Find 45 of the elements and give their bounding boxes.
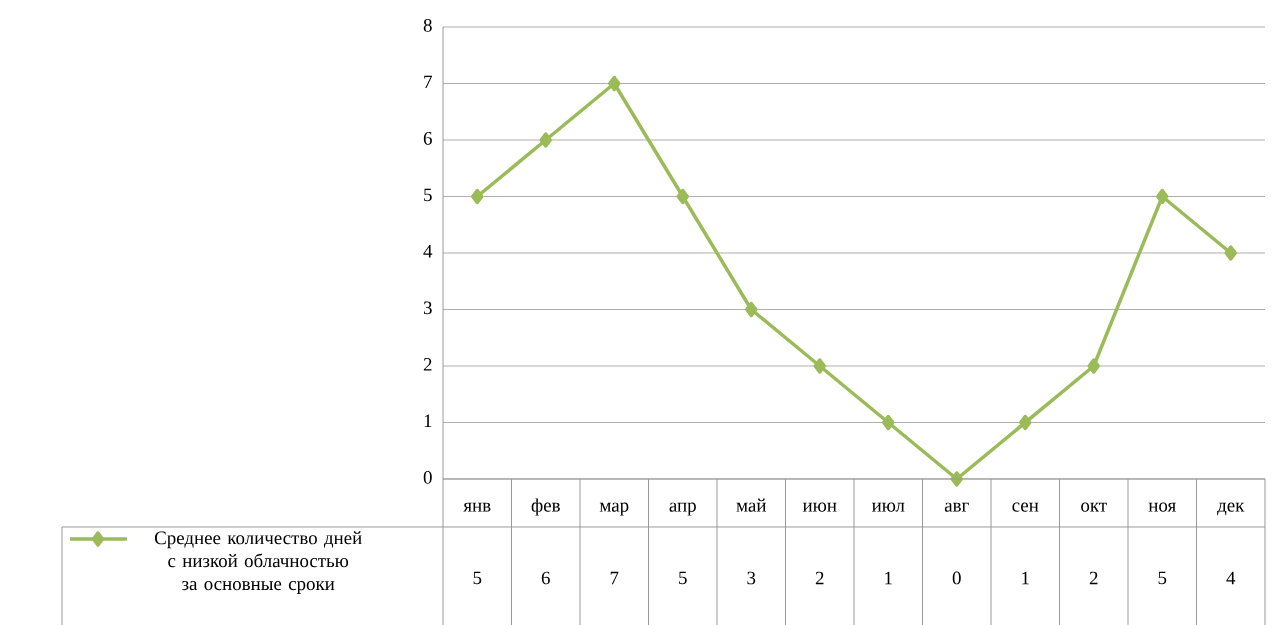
x-tick-label: янв: [463, 502, 491, 512]
y-tick-label: 0: [423, 470, 432, 484]
y-tick-label: 7: [424, 75, 432, 89]
x-tick-label: июл: [871, 502, 905, 512]
x-tick-label: фев: [531, 498, 560, 516]
data-label: 0: [952, 571, 961, 585]
x-tick-label: мар: [599, 502, 629, 516]
data-label: 5: [473, 571, 482, 585]
y-tick-label: 5: [424, 188, 432, 202]
y-tick-label: 2: [423, 358, 432, 371]
y-tick-label: 3: [423, 301, 432, 315]
point: [1019, 414, 1032, 431]
x-tick-label: апр: [669, 502, 696, 516]
x-tick-label: авг: [944, 502, 969, 512]
point: [676, 188, 690, 205]
point: [1087, 358, 1101, 374]
point: [813, 358, 827, 374]
data-label: 3: [747, 571, 756, 585]
data-label: 5: [679, 571, 687, 585]
legend-label: Среднее количество дней с низкой облачностью за основные сроки: [154, 531, 362, 594]
y-tick-label: 8: [423, 19, 432, 32]
data-label: 2: [1089, 571, 1098, 585]
x-tick-label: сен: [1012, 502, 1039, 512]
point: [1156, 188, 1169, 205]
y-tick-label: 6: [423, 132, 432, 145]
point: [1224, 245, 1238, 261]
x-tick-label: июн: [802, 502, 837, 512]
point: [745, 301, 758, 318]
point: [608, 75, 621, 92]
x-tick-label: май: [736, 498, 767, 512]
data-label: 1: [1022, 571, 1029, 585]
data-label: 5: [1158, 571, 1167, 585]
data-label: 6: [541, 571, 550, 585]
y-tick-label: 1: [424, 414, 432, 428]
data-label: 7: [610, 571, 619, 585]
data-label: 4: [1226, 571, 1236, 585]
x-tick-label: ноя: [1148, 502, 1176, 512]
x-tick-label: дек: [1217, 502, 1245, 516]
x-tick-label: окт: [1081, 502, 1107, 512]
point: [882, 414, 895, 431]
point: [471, 188, 484, 205]
point: [539, 132, 553, 148]
data-label: 1: [885, 571, 892, 585]
y-tick-label: 4: [423, 245, 433, 258]
data-label: 2: [815, 571, 824, 585]
